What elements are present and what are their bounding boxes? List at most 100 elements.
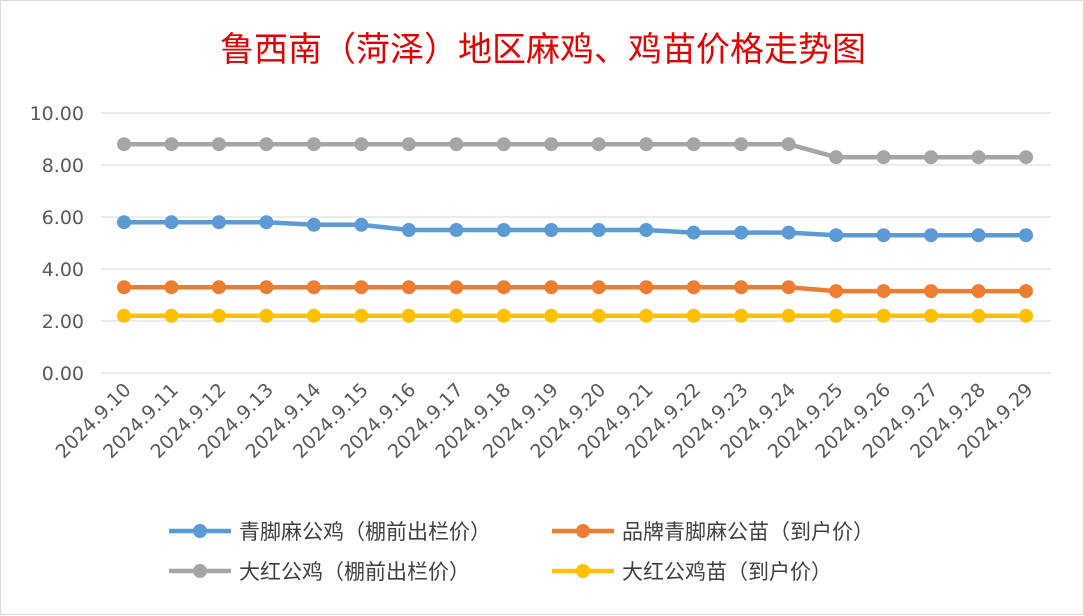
legend-swatch-marker bbox=[576, 564, 590, 578]
data-point bbox=[876, 284, 891, 299]
data-point bbox=[971, 228, 986, 243]
data-point bbox=[591, 280, 606, 295]
legend-label: 品牌青脚麻公苗（到户价） bbox=[622, 520, 874, 544]
series-group bbox=[117, 137, 1033, 323]
data-point bbox=[734, 308, 749, 323]
series-1 bbox=[117, 280, 1033, 299]
data-point bbox=[734, 137, 749, 152]
data-point bbox=[544, 137, 559, 152]
data-point bbox=[306, 280, 321, 295]
y-tick-label: 6.00 bbox=[42, 207, 84, 229]
data-point bbox=[164, 215, 179, 230]
data-point bbox=[971, 308, 986, 323]
data-point bbox=[829, 228, 844, 243]
data-point bbox=[449, 308, 464, 323]
data-point bbox=[354, 308, 369, 323]
data-point bbox=[496, 137, 511, 152]
y-axis: 0.00 2.00 4.00 6.00 8.00 10.00 bbox=[30, 103, 84, 385]
data-point bbox=[924, 284, 939, 299]
data-point bbox=[354, 217, 369, 232]
data-point bbox=[924, 150, 939, 165]
data-point bbox=[259, 215, 274, 230]
data-point bbox=[591, 223, 606, 237]
y-tick-label: 0.00 bbox=[42, 363, 84, 385]
data-point bbox=[829, 308, 844, 323]
data-point bbox=[876, 308, 891, 323]
data-point bbox=[686, 225, 701, 240]
data-point bbox=[686, 137, 701, 152]
data-point bbox=[781, 225, 796, 240]
legend-label: 大红公鸡苗（到户价） bbox=[622, 560, 832, 584]
data-point bbox=[734, 225, 749, 240]
series-0 bbox=[117, 215, 1033, 243]
x-axis: 2024.9.102024.9.112024.9.122024.9.132024… bbox=[52, 379, 1038, 463]
data-point bbox=[1019, 308, 1033, 323]
data-point bbox=[164, 137, 179, 152]
data-point bbox=[1019, 228, 1033, 243]
data-point bbox=[354, 137, 369, 152]
data-point bbox=[734, 280, 749, 295]
data-point bbox=[686, 280, 701, 295]
legend-item: 大红公鸡苗（到户价） bbox=[552, 560, 832, 584]
data-point bbox=[306, 137, 321, 152]
data-point bbox=[211, 280, 226, 295]
data-point bbox=[496, 308, 511, 323]
data-point bbox=[496, 223, 511, 237]
legend-swatch-marker bbox=[576, 524, 590, 538]
data-point bbox=[449, 223, 464, 237]
legend-item: 大红公鸡（棚前出栏价） bbox=[169, 560, 470, 584]
legend-label: 青脚麻公鸡（棚前出栏价） bbox=[239, 520, 491, 544]
data-point bbox=[829, 150, 844, 165]
legend-swatch-marker bbox=[193, 524, 207, 538]
legend-label: 大红公鸡（棚前出栏价） bbox=[239, 560, 470, 584]
data-point bbox=[117, 215, 131, 230]
legend: 青脚麻公鸡（棚前出栏价） 品牌青脚麻公苗（到户价） 大红公鸡（棚前出栏价） 大红公鸡苗… bbox=[169, 520, 874, 584]
data-point bbox=[117, 137, 131, 152]
data-point bbox=[781, 308, 796, 323]
data-point bbox=[591, 137, 606, 152]
data-point bbox=[211, 215, 226, 230]
series-line bbox=[124, 219, 1026, 238]
data-point bbox=[544, 308, 559, 323]
data-point bbox=[117, 308, 131, 323]
data-point bbox=[876, 150, 891, 165]
data-point bbox=[781, 280, 796, 295]
chart-title: 鲁西南（菏泽）地区麻鸡、鸡苗价格走势图 bbox=[220, 30, 866, 70]
y-tick-label: 2.00 bbox=[42, 311, 84, 333]
data-point bbox=[924, 228, 939, 243]
data-point bbox=[259, 137, 274, 152]
data-point bbox=[829, 284, 844, 299]
series-line bbox=[124, 141, 1026, 160]
data-point bbox=[1019, 284, 1033, 299]
data-point bbox=[401, 308, 416, 323]
data-point bbox=[117, 280, 131, 295]
data-point bbox=[259, 308, 274, 323]
legend-item: 品牌青脚麻公苗（到户价） bbox=[552, 520, 874, 544]
data-point bbox=[544, 280, 559, 295]
data-point bbox=[876, 228, 891, 243]
data-point bbox=[971, 284, 986, 299]
series-2 bbox=[117, 137, 1033, 165]
data-point bbox=[306, 217, 321, 232]
y-tick-label: 10.00 bbox=[30, 103, 84, 125]
data-point bbox=[401, 137, 416, 152]
data-point bbox=[639, 223, 654, 237]
data-point bbox=[544, 223, 559, 237]
data-point bbox=[639, 137, 654, 152]
data-point bbox=[496, 280, 511, 295]
data-point bbox=[306, 308, 321, 323]
data-point bbox=[686, 308, 701, 323]
data-point bbox=[591, 308, 606, 323]
legend-swatch-marker bbox=[193, 564, 207, 578]
data-point bbox=[259, 280, 274, 295]
data-point bbox=[924, 308, 939, 323]
series-3 bbox=[117, 308, 1033, 323]
data-point bbox=[639, 308, 654, 323]
data-point bbox=[781, 137, 796, 152]
data-point bbox=[401, 280, 416, 295]
series-line bbox=[124, 284, 1026, 294]
data-point bbox=[449, 137, 464, 152]
data-point bbox=[1019, 150, 1033, 165]
